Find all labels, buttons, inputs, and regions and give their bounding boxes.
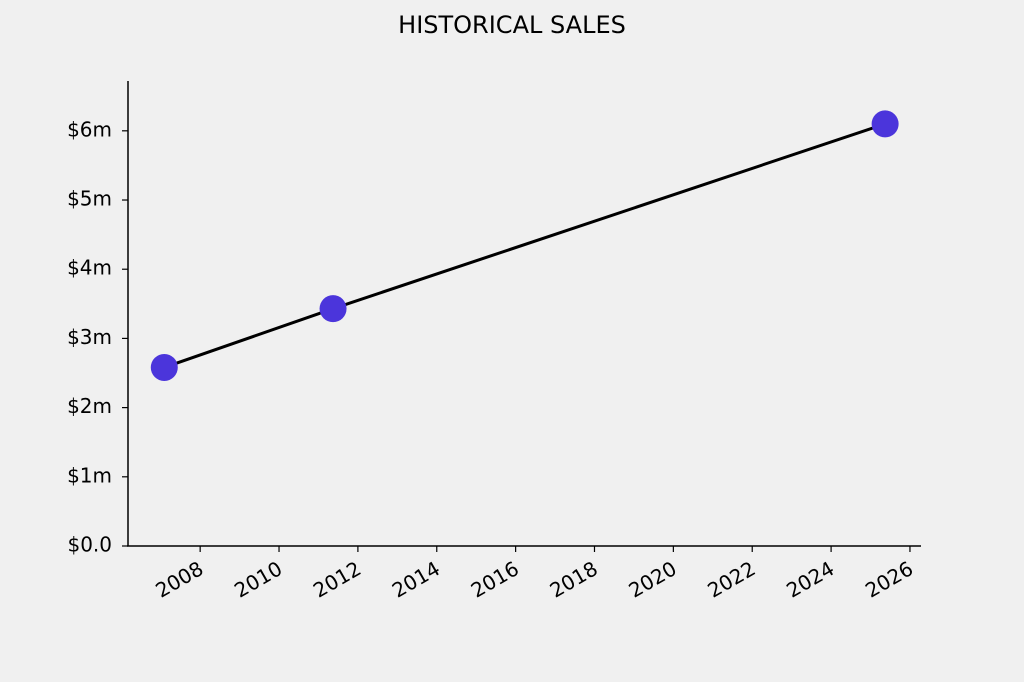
y-tick-label: $1m (67, 463, 112, 487)
point (871, 110, 899, 138)
y-tick-label: $5m (67, 187, 112, 211)
chart-title: HISTORICAL SALES (398, 11, 626, 39)
y-tick-label: $0.0 (67, 533, 112, 557)
point (150, 353, 178, 381)
point (319, 295, 347, 323)
y-tick-label: $3m (67, 325, 112, 349)
y-tick-label: $2m (67, 394, 112, 418)
y-tick-label: $4m (67, 256, 112, 280)
y-tick-label: $6m (67, 117, 112, 141)
